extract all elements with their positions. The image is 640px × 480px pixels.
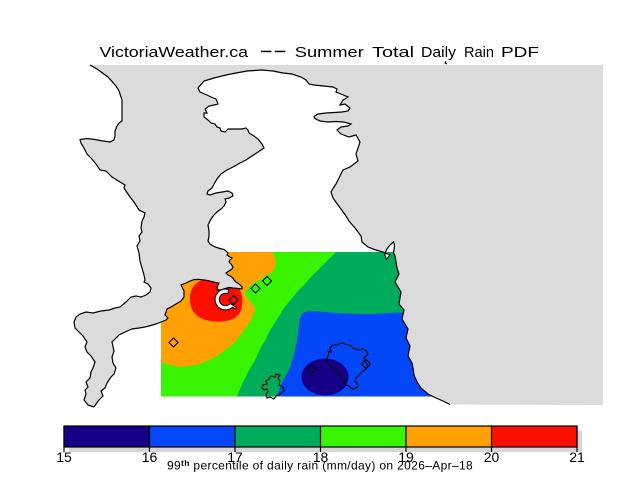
svg-text:Daily: Daily (421, 45, 457, 61)
svg-text:16: 16 (142, 449, 158, 465)
svg-text:VictoriaWeather.ca: VictoriaWeather.ca (100, 45, 250, 61)
svg-text:15: 15 (56, 449, 72, 465)
svg-text:21: 21 (569, 449, 585, 465)
svg-text:PDF: PDF (501, 45, 539, 61)
svg-text:19: 19 (398, 449, 414, 465)
svg-text:Total: Total (372, 45, 414, 61)
svg-text:17: 17 (227, 449, 243, 465)
svg-text:Summer: Summer (295, 45, 364, 61)
svg-text:Rain: Rain (464, 45, 494, 61)
svg-text:20: 20 (484, 449, 500, 465)
svg-text:99th percentile of daily rain: 99th percentile of daily rain (mm/day) o… (167, 458, 473, 473)
svg-text:18: 18 (313, 449, 329, 465)
